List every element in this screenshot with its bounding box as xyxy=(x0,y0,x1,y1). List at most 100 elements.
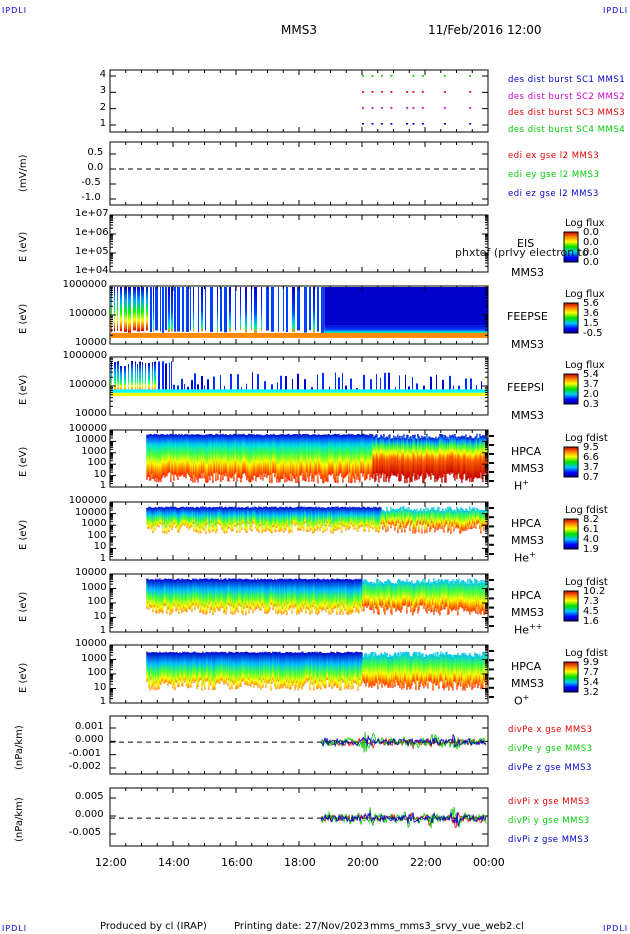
hpca-he-panel-spectrum-column xyxy=(415,511,417,533)
hpca-he-panel-spectrum-column xyxy=(253,508,255,525)
hpca-o-panel-spectrum-column xyxy=(173,652,175,686)
hpca-h-panel-spectrum-column xyxy=(436,438,438,482)
hpca-h-panel-spectrum-column xyxy=(398,437,400,481)
hpca-hepp-panel-spectrum-column xyxy=(272,579,274,611)
hpca-h-panel-spectrum-column xyxy=(148,434,150,477)
feepsi-spectrum-column xyxy=(436,374,437,390)
hpca-h-panel-spectrum-column xyxy=(392,438,394,476)
feepsi-spectrum-column xyxy=(162,361,164,390)
divpe-panel-ytick-label: -0.001 xyxy=(68,747,102,759)
feepsi-spectrum-column xyxy=(292,378,293,390)
hpca-o-panel-spectrum-column xyxy=(444,654,446,688)
hpca-hepp-panel-spectrum-column xyxy=(258,579,260,609)
hpca-hepp-panel-spectrum-column xyxy=(183,579,185,609)
feepsi-spectrum-column xyxy=(264,381,266,390)
hpca-o-panel-spectrum-column xyxy=(174,652,176,691)
hpca-h-panel-spectrum-column xyxy=(281,434,283,479)
hpca-o-panel-spectrum-column xyxy=(384,652,386,687)
hpca-he-panel-spectrum-column xyxy=(295,507,297,525)
hpca-h-panel-ytick-label: 10000 xyxy=(75,434,107,446)
hpca-h-panel-spectrum-column xyxy=(240,434,242,483)
hpca-h-panel-spectrum-column xyxy=(172,435,174,476)
hpca-he-panel-spectrum-column xyxy=(361,507,363,527)
feepsi-spectrum-column xyxy=(311,387,313,390)
hpca-h-panel-spectrum-column xyxy=(453,436,455,478)
hpca-h-panel-spectrum-column xyxy=(335,433,337,483)
hpca-o-panel-spectrum-column xyxy=(434,655,436,683)
hpca-hepp-panel-spectrum-column xyxy=(449,581,451,609)
hpca-hepp-panel-spectrum-column xyxy=(399,579,401,611)
feepse-spectrum-block xyxy=(324,287,488,326)
hpca-h-panel-spectrum-column xyxy=(201,434,203,474)
hpca-he-panel-spectrum-column xyxy=(420,508,422,525)
hpca-h-panel-spectrum-column xyxy=(439,433,441,476)
hpca-hepp-panel-spectrum-column xyxy=(321,579,323,612)
hpca-hepp-panel-spectrum-column xyxy=(479,583,481,614)
burst-mark xyxy=(469,91,472,93)
hpca-he-panel-spectrum-column xyxy=(203,507,205,531)
hpca-h-panel-ytick-label: 1000 xyxy=(81,445,107,457)
hpca-h-panel-spectrum-column xyxy=(288,433,290,481)
hpca-hepp-panel-spectrum-column xyxy=(485,580,487,615)
feepse-spectrum-column xyxy=(220,287,222,332)
hpca-hepp-panel-spectrum-column xyxy=(413,583,415,613)
hpca-he-panel-spectrum-column xyxy=(406,507,408,526)
hpca-hepp-panel-spectrum-column xyxy=(264,578,266,614)
hpca-he-panel-species-label: He+ xyxy=(514,550,536,565)
hpca-he-panel-spectrum-column xyxy=(378,507,380,533)
hpca-he-panel-spectrum-column xyxy=(174,506,176,524)
hpca-he-panel-spectrum-column xyxy=(416,508,418,526)
hpca-he-panel-spectrum-column xyxy=(274,507,276,532)
hpca-o-panel-spectrum-column xyxy=(185,652,187,680)
hpca-h-panel-spectrum-column xyxy=(241,434,243,479)
hpca-hepp-panel-spectrum-column xyxy=(249,579,251,609)
hpca-he-panel-spectrum-column xyxy=(457,508,459,529)
hpca-hepp-panel-spectrum-column xyxy=(468,583,470,612)
hpca-he-panel-edge-tick xyxy=(489,507,494,509)
feepsi-spectrum-column xyxy=(430,376,432,390)
hpca-o-panel-spectrum-column xyxy=(360,652,362,686)
hpca-o-panel-ytick-label: 10000 xyxy=(75,638,107,649)
hpca-o-panel-spectrum-column xyxy=(272,651,274,680)
hpca-o-panel-spectrum-column xyxy=(311,651,313,680)
feepsi-spectrum-column xyxy=(197,384,199,390)
hpca-he-panel-spectrum-column xyxy=(413,509,415,530)
burst-mark xyxy=(443,75,446,77)
hpca-he-panel-spectrum-column xyxy=(217,506,219,524)
hpca-h-panel-spectrum-column xyxy=(469,435,471,482)
hpca-he-panel-spectrum-column xyxy=(275,506,277,533)
hpca-o-panel-spectrum-column xyxy=(257,652,259,688)
hpca-o-panel-spectrum-column xyxy=(181,652,183,687)
hpca-h-panel-spectrum-column xyxy=(228,435,230,482)
hpca-o-panel-spectrum-column xyxy=(254,652,256,686)
hpca-he-panel-spectrum-column xyxy=(322,507,324,534)
hpca-hepp-panel-colorbar-title: Log fdist xyxy=(565,577,608,588)
hpca-h-panel-spectrum-column xyxy=(451,435,453,474)
hpca-h-panel-spectrum-column xyxy=(456,438,458,480)
hpca-o-panel-spectrum-column xyxy=(286,652,288,682)
hpca-he-panel-spectrum-column xyxy=(329,508,331,525)
hpca-he-panel-spectrum-column xyxy=(271,506,273,534)
hpca-h-panel-spectrum-column xyxy=(198,434,200,479)
hpca-he-panel-spectrum-column xyxy=(370,507,372,529)
hpca-h-panel-spectrum-column xyxy=(221,434,223,476)
burst-panel-ytick-label: 4 xyxy=(99,69,107,80)
hpca-he-panel-spectrum-column xyxy=(165,506,167,528)
hpca-h-panel-spectrum-column xyxy=(401,435,403,474)
hpca-he-panel-colorbar-title: Log fdist xyxy=(565,505,608,516)
hpca-h-panel-spectrum-column xyxy=(435,436,437,479)
hpca-o-panel-spectrum-column xyxy=(450,654,452,687)
feepsi-spectrum-column xyxy=(220,375,221,390)
feepsi-spectrum-column xyxy=(285,376,287,390)
burst-mark xyxy=(406,91,409,93)
hpca-o-panel-spectrum-column xyxy=(485,654,487,691)
burst-mark xyxy=(421,123,424,125)
hpca-he-panel-spectrum-column xyxy=(293,507,295,525)
hpca-o-panel-spectrum-column xyxy=(415,653,417,691)
hpca-he-panel-spectrum-column xyxy=(354,506,356,526)
hpca-he-panel-spectrum-column xyxy=(326,507,328,531)
hpca-he-panel-spectrum-column xyxy=(297,506,299,531)
hpca-o-panel-spectrum-column xyxy=(427,656,429,689)
hpca-he-panel-spectrum-column xyxy=(232,506,234,531)
divpi-panel-ytick-label: -0.005 xyxy=(68,827,102,838)
